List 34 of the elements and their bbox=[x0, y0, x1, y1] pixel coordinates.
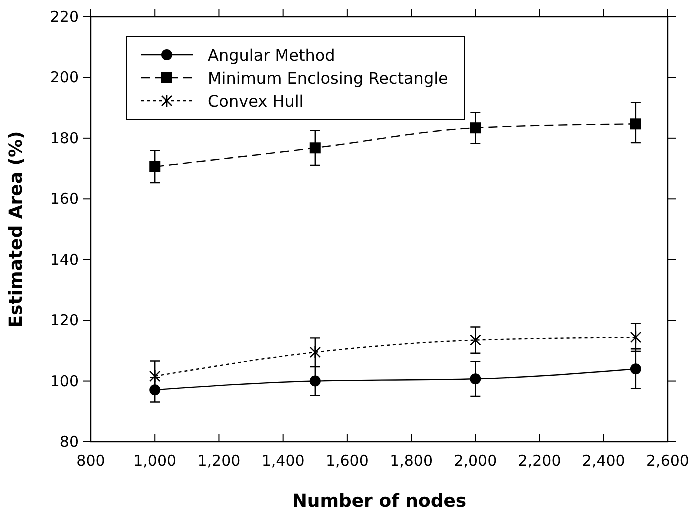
legend-label: Convex Hull bbox=[208, 92, 304, 111]
x-tick-label: 2,400 bbox=[582, 452, 626, 470]
x-tick-label: 1,200 bbox=[198, 452, 241, 470]
y-tick-label: 220 bbox=[50, 8, 79, 26]
point bbox=[310, 142, 321, 154]
x-axis-title: Number of nodes bbox=[292, 491, 467, 512]
y-tick-label: 120 bbox=[50, 312, 79, 330]
x-tick-label: 1,000 bbox=[134, 452, 177, 470]
x-tick-label: 2,200 bbox=[518, 452, 562, 470]
legend-label: Minimum Enclosing Rectangle bbox=[208, 69, 448, 88]
point bbox=[630, 364, 642, 375]
point bbox=[310, 346, 322, 360]
y-tick-label: 80 bbox=[60, 433, 79, 451]
x-tick-label: 2,000 bbox=[454, 452, 498, 470]
point bbox=[630, 118, 642, 130]
point bbox=[470, 122, 482, 134]
y-tick-label: 200 bbox=[50, 68, 79, 87]
y-axis-title: Estimated Area (%) bbox=[6, 131, 27, 328]
x-tick-label: 2,600 bbox=[646, 452, 689, 470]
point bbox=[630, 330, 642, 344]
y-tick-label: 140 bbox=[50, 250, 79, 269]
point bbox=[470, 334, 482, 347]
y-tick-label: 160 bbox=[50, 190, 79, 208]
x-tick-label: 1,800 bbox=[390, 452, 434, 470]
y-tick-label: 100 bbox=[50, 372, 79, 390]
legend-label: Angular Method bbox=[208, 46, 336, 65]
point bbox=[150, 161, 161, 172]
point bbox=[470, 374, 482, 385]
x-tick-label: 1,400 bbox=[262, 452, 305, 470]
x-tick-label: 1,600 bbox=[326, 452, 369, 470]
point bbox=[310, 376, 321, 387]
y-tick-label: 180 bbox=[50, 129, 79, 148]
point bbox=[149, 370, 161, 384]
x-tick-label: 800 bbox=[76, 452, 106, 470]
